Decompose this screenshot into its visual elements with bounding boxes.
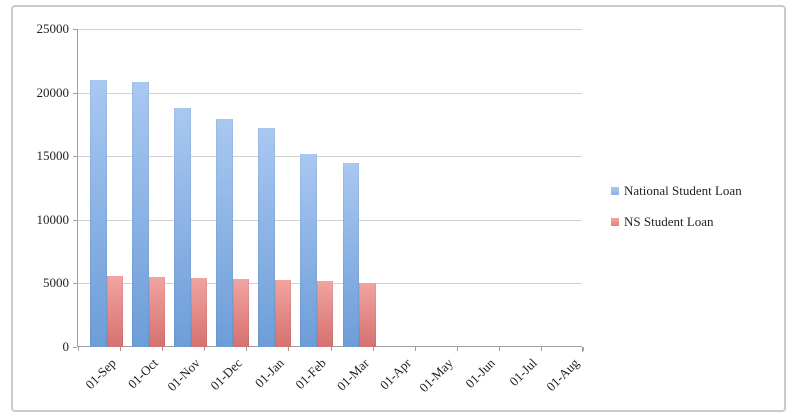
gridline xyxy=(78,156,582,158)
x-tick-mark xyxy=(78,347,79,351)
y-axis-label: 10000 xyxy=(36,211,70,227)
y-tick-mark xyxy=(73,219,77,221)
x-tick-mark xyxy=(204,347,206,351)
axis-end-tick xyxy=(582,347,583,352)
legend-label: National Student Loan xyxy=(624,183,742,198)
bar-ns-student-loan-01-nov[interactable] xyxy=(190,278,208,347)
y-tick-mark xyxy=(73,283,77,285)
bar-national-student-loan-01-nov[interactable] xyxy=(174,107,191,347)
bar-national-student-loan-01-dec[interactable] xyxy=(216,119,233,347)
y-tick-mark xyxy=(73,347,77,348)
x-tick-mark xyxy=(120,347,122,351)
x-tick-mark xyxy=(162,347,164,351)
legend: National Student Loan NS Student Loan xyxy=(611,183,742,229)
x-tick-mark xyxy=(372,347,374,351)
x-tick-mark xyxy=(456,347,458,351)
y-tick-mark xyxy=(73,156,77,158)
bar-ns-student-loan-01-dec[interactable] xyxy=(232,278,250,347)
x-tick-mark xyxy=(583,347,584,351)
bar-national-student-loan-01-feb[interactable] xyxy=(300,153,317,347)
legend-label: NS Student Loan xyxy=(624,214,714,229)
y-axis-label: 25000 xyxy=(36,21,70,36)
gridline xyxy=(78,29,582,30)
x-tick-mark xyxy=(330,347,332,351)
legend-item-ns-student-loan[interactable]: NS Student Loan xyxy=(611,214,742,229)
legend-swatch-icon xyxy=(611,186,619,195)
legend-swatch-icon xyxy=(611,217,619,226)
bar-national-student-loan-01-sep[interactable] xyxy=(90,79,107,347)
gridline xyxy=(78,92,582,94)
gridline xyxy=(78,219,582,221)
bar-ns-student-loan-01-jan[interactable] xyxy=(274,280,292,347)
x-tick-mark xyxy=(498,347,500,351)
x-tick-mark xyxy=(246,347,248,351)
x-tick-mark xyxy=(288,347,290,351)
x-tick-mark xyxy=(540,347,542,351)
x-tick-mark xyxy=(414,347,416,351)
bar-ns-student-loan-01-feb[interactable] xyxy=(316,280,334,347)
chart-frame: National Student Loan NS Student Loan 0 50… xyxy=(11,5,786,412)
legend-item-national-student-loan[interactable]: National Student Loan xyxy=(611,183,742,198)
bar-national-student-loan-01-mar[interactable] xyxy=(342,162,359,347)
y-axis-label: 0 xyxy=(62,339,70,354)
bar-ns-student-loan-01-sep[interactable] xyxy=(106,276,123,347)
bar-national-student-loan-01-oct[interactable] xyxy=(132,82,149,347)
y-axis-label: 15000 xyxy=(36,148,70,164)
bar-ns-student-loan-01-oct[interactable] xyxy=(148,277,166,347)
y-tick-mark xyxy=(73,92,77,94)
y-tick-mark xyxy=(73,29,77,30)
y-axis-label: 5000 xyxy=(43,275,69,291)
bar-ns-student-loan-01-mar[interactable] xyxy=(359,282,376,347)
y-axis-label: 20000 xyxy=(36,84,70,100)
bar-national-student-loan-01-jan[interactable] xyxy=(258,128,275,347)
